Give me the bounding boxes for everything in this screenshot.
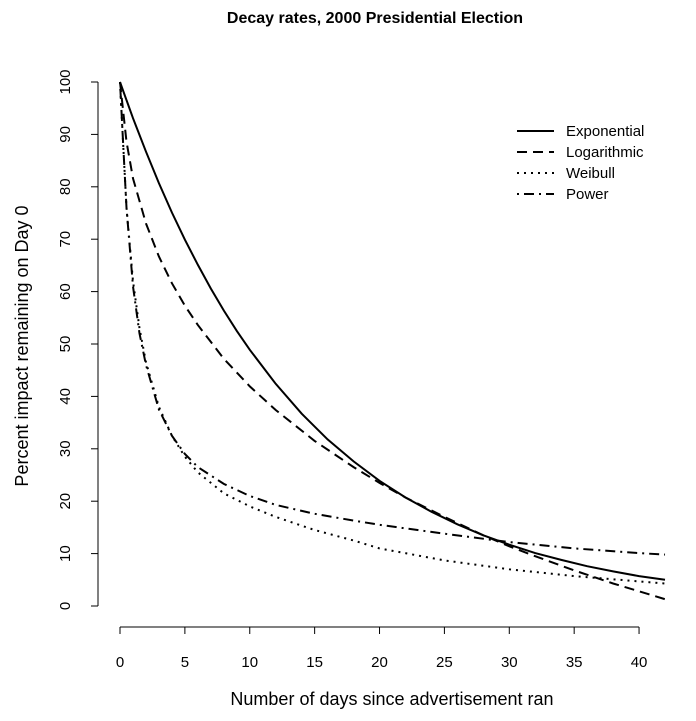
series-line-exponential bbox=[119, 81, 666, 581]
y-tick-label: 70 bbox=[57, 231, 74, 248]
x-tick-label: 25 bbox=[436, 654, 453, 671]
x-tick-label: 10 bbox=[241, 654, 258, 671]
y-tick-label: 10 bbox=[57, 545, 74, 562]
y-tick-label: 50 bbox=[57, 336, 74, 353]
x-tick-label: 5 bbox=[181, 654, 189, 671]
series-line-power bbox=[119, 81, 666, 556]
legend-label: Exponential bbox=[566, 123, 644, 140]
x-tick-label: 15 bbox=[306, 654, 323, 671]
series-line-logarithmic bbox=[119, 81, 666, 601]
legend-label: Logarithmic bbox=[566, 144, 644, 161]
y-axis-title: Percent impact remaining on Day 0 bbox=[12, 205, 32, 486]
legend-label: Power bbox=[566, 186, 609, 203]
y-tick-label: 30 bbox=[57, 440, 74, 457]
x-axis-title: Number of days since advertisement ran bbox=[230, 689, 553, 709]
x-tick-label: 35 bbox=[566, 654, 583, 671]
series-layer bbox=[119, 81, 666, 601]
y-tick-label: 90 bbox=[57, 126, 74, 143]
axes: 0 5 10 15 20 25 30 35 40 0 10 20 30 40 50 60 70 80 90 100 bbox=[57, 69, 647, 671]
y-tick-label: 0 bbox=[57, 602, 74, 610]
chart-title: Decay rates, 2000 Presidential Election bbox=[227, 10, 523, 27]
y-tick-label: 80 bbox=[57, 178, 74, 195]
x-tick-label: 30 bbox=[501, 654, 518, 671]
x-tick-label: 0 bbox=[116, 654, 124, 671]
y-tick-label: 60 bbox=[57, 283, 74, 300]
y-tick-label: 20 bbox=[57, 493, 74, 510]
x-tick-label: 40 bbox=[631, 654, 648, 671]
legend-label: Weibull bbox=[566, 165, 615, 182]
y-tick-label: 40 bbox=[57, 388, 74, 405]
y-tick-label: 100 bbox=[57, 69, 74, 94]
legend: Exponential Logarithmic Weibull Power bbox=[517, 123, 644, 203]
x-tick-label: 20 bbox=[371, 654, 388, 671]
